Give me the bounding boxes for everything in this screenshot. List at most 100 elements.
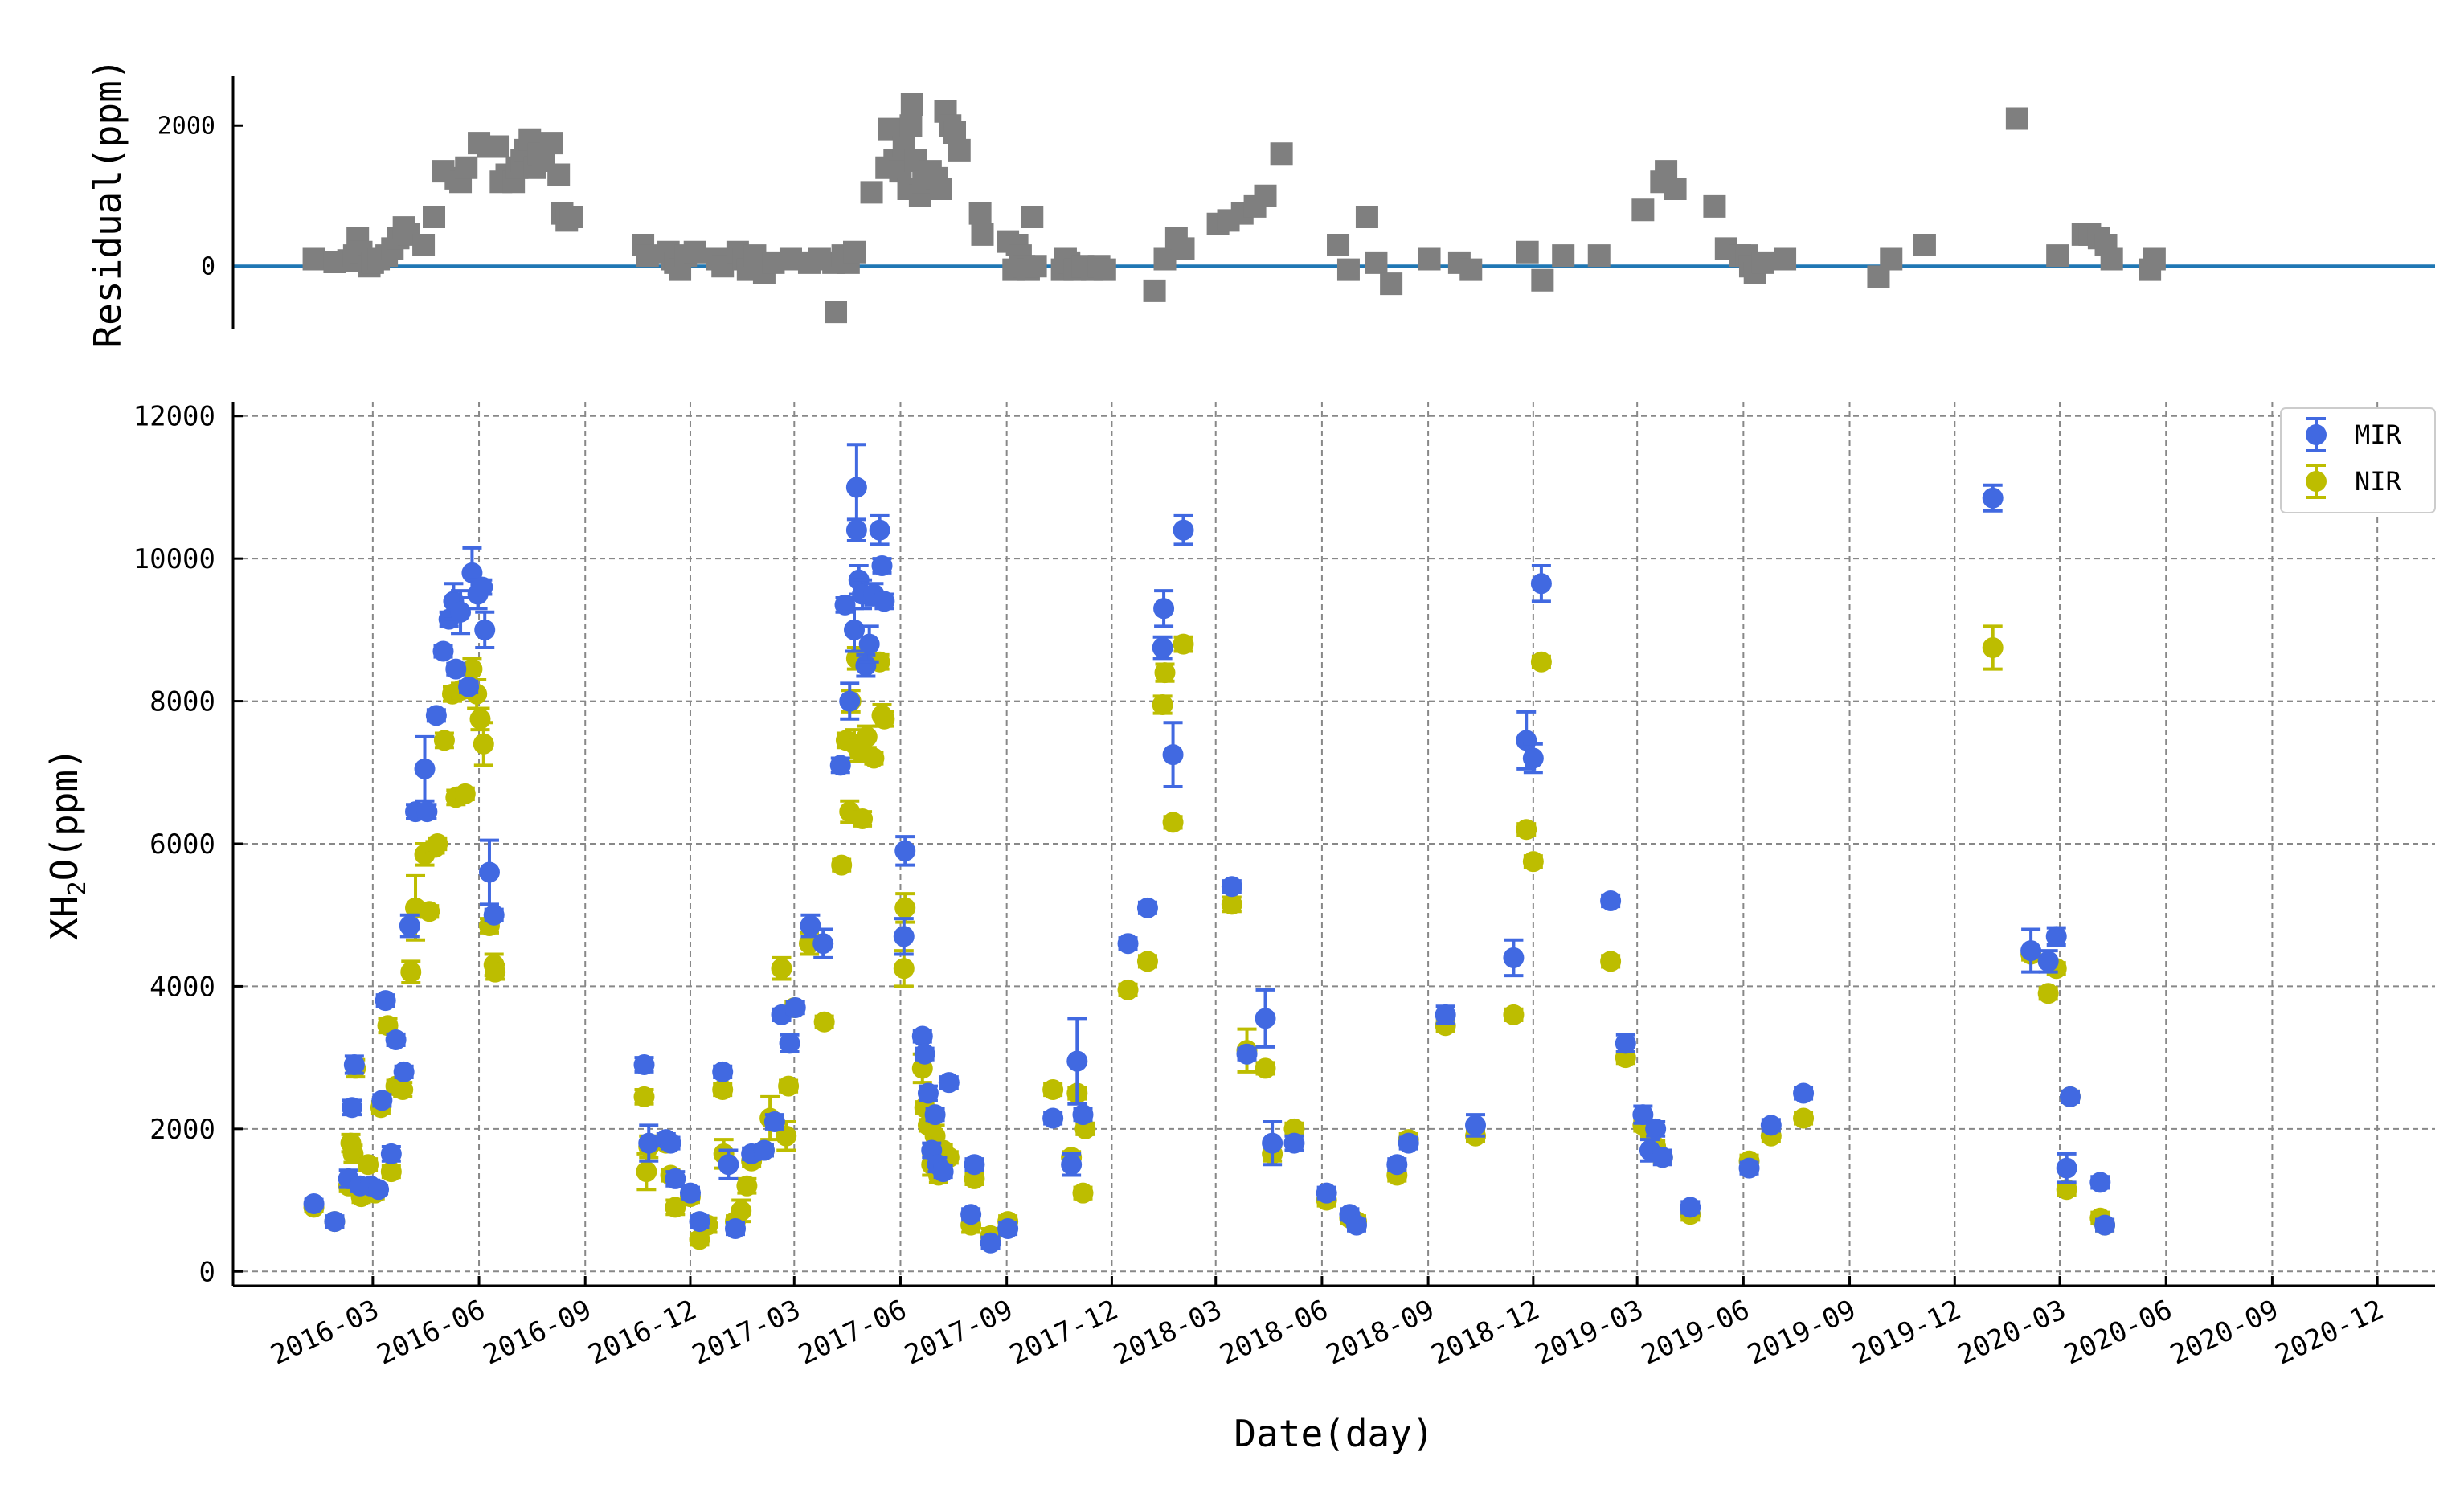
nir-point <box>419 901 440 922</box>
residual-y-axis-label: Residual(ppm) <box>86 58 129 347</box>
mir-point <box>1173 513 1194 546</box>
mir-point <box>1503 938 1525 978</box>
nir-point <box>1530 651 1552 673</box>
mir-point <box>665 1168 686 1189</box>
residual-point <box>899 114 923 137</box>
mir-point <box>2094 1214 2116 1236</box>
mir-point <box>303 1192 325 1214</box>
mir-point <box>1236 1043 1258 1065</box>
nir-point <box>1162 812 1184 833</box>
mir-point <box>393 1061 415 1082</box>
y-tick-label: 6000 <box>149 828 215 861</box>
nir-point <box>358 1154 379 1176</box>
nir-point <box>454 783 476 804</box>
residual-point <box>540 132 563 155</box>
mir-point <box>874 591 895 612</box>
mir-point <box>712 1061 734 1082</box>
residual-point <box>683 240 706 264</box>
mir-point <box>2089 1172 2111 1193</box>
nir-point <box>1042 1079 1064 1101</box>
mir-point <box>1066 1017 1088 1106</box>
nir-point <box>771 955 792 981</box>
mir-point <box>784 997 806 1019</box>
mir-point <box>1316 1182 1337 1204</box>
mir-point <box>763 1111 785 1132</box>
nir-point <box>863 747 885 769</box>
mir-point <box>917 1082 939 1104</box>
mir-point <box>1645 1118 1667 1139</box>
mir-point <box>1465 1113 1487 1138</box>
mir-point <box>997 1218 1019 1240</box>
y-tick-label: 10000 <box>133 543 215 575</box>
nir-point <box>2037 983 2059 1004</box>
nir-point <box>852 808 874 829</box>
mir-point <box>1153 589 1175 628</box>
mir-point <box>893 917 915 956</box>
residual-point <box>1021 206 1044 228</box>
mir-point <box>718 1148 739 1180</box>
y-label-suffix: O(ppm) <box>43 747 86 881</box>
residual-point <box>1172 237 1195 260</box>
mir-point <box>869 513 890 546</box>
nir-point <box>1516 819 1537 841</box>
residual-panel: 0 2000 Residual(ppm) <box>86 58 2435 348</box>
mir-point <box>324 1211 346 1233</box>
mir-point <box>416 801 438 823</box>
residual-point <box>1913 234 1936 256</box>
mir-point <box>980 1232 1001 1254</box>
nir-point <box>485 961 506 983</box>
nir-point <box>1117 979 1139 1000</box>
mir-point <box>638 1123 660 1163</box>
residual-point <box>929 178 952 200</box>
mir-point <box>871 555 893 577</box>
residual-point <box>547 163 571 186</box>
mir-point <box>1530 564 1552 603</box>
mir-point <box>1652 1147 1673 1168</box>
mir-point <box>834 594 856 616</box>
mir-point <box>633 1054 655 1075</box>
residual-point <box>1516 240 1539 264</box>
residual-point <box>843 240 866 264</box>
mir-point <box>1162 721 1184 789</box>
nir-point <box>874 708 895 730</box>
residual-point <box>1531 268 1554 292</box>
mir-point <box>679 1182 701 1204</box>
mir-point <box>1136 897 1158 918</box>
nir-point <box>400 959 422 984</box>
residual-point <box>1365 251 1388 274</box>
mir-point <box>483 904 505 926</box>
residual-point <box>1631 198 1655 222</box>
nir-point <box>342 1143 364 1164</box>
nir-point <box>1072 1182 1094 1204</box>
mir-point <box>1522 742 1544 775</box>
nir-point <box>1152 694 1173 716</box>
residual-point <box>1270 142 1293 166</box>
nir-point <box>473 721 494 767</box>
nir-point <box>831 854 853 876</box>
legend-nir-symbol <box>2306 464 2327 499</box>
residual-point <box>1774 247 1797 271</box>
mir-point <box>432 640 454 662</box>
mir-point <box>399 913 420 939</box>
residual-point <box>1703 194 1726 218</box>
mir-point <box>425 705 447 726</box>
nir-point <box>1793 1107 1815 1129</box>
residual-point <box>860 181 883 204</box>
nir-point <box>778 1075 800 1097</box>
residual-point <box>1418 247 1441 271</box>
residual-point <box>1355 206 1378 228</box>
nir-point <box>633 1086 655 1107</box>
y-label-subscript: 2 <box>63 881 92 895</box>
nir-point <box>1136 951 1158 972</box>
residual-point <box>900 93 923 116</box>
residual-point <box>1254 184 1277 207</box>
mir-point <box>1221 876 1242 898</box>
mir-point <box>1386 1154 1408 1176</box>
nir-point <box>1255 1057 1276 1079</box>
mir-point <box>1793 1082 1815 1104</box>
residual-point <box>302 247 325 271</box>
mir-point <box>914 1043 935 1065</box>
residual-point <box>1327 234 1350 256</box>
mir-point <box>960 1204 982 1225</box>
residual-point <box>1751 251 1774 274</box>
